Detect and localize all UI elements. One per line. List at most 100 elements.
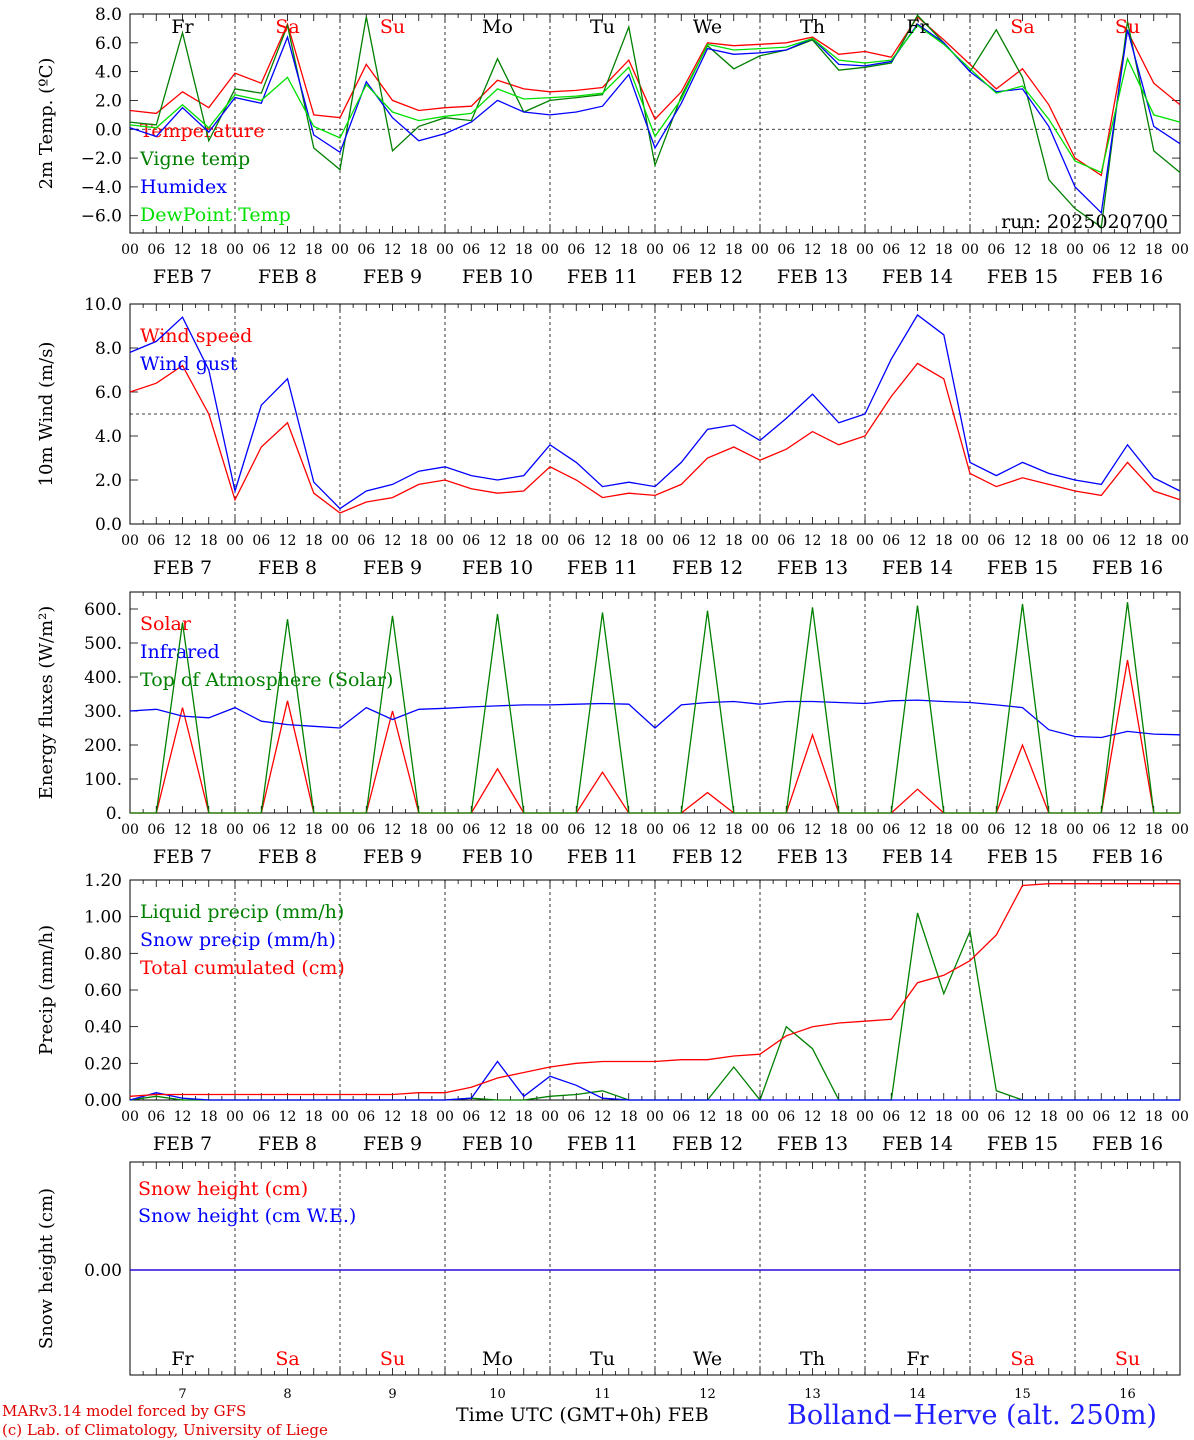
hour-label: 12 xyxy=(594,242,612,258)
day-abbr: Su xyxy=(380,16,405,38)
hour-label: 12 xyxy=(1119,822,1137,838)
date-label: FEB 13 xyxy=(777,846,848,868)
hour-label: 00 xyxy=(226,822,244,838)
legend-entry: Snow height (cm) xyxy=(138,1178,308,1200)
series-line-snow-precip-mm-h- xyxy=(129,1060,1180,1101)
hour-label: 12 xyxy=(1014,533,1032,549)
hour-label: 18 xyxy=(1145,1109,1163,1125)
hour-label: 00 xyxy=(1066,822,1084,838)
y-tick-label: 4.0 xyxy=(95,63,122,83)
legend-entry: Vigne temp xyxy=(139,148,250,170)
hour-label: 18 xyxy=(830,1109,848,1125)
date-label: FEB 15 xyxy=(987,1133,1058,1155)
hour-label: 06 xyxy=(462,1109,480,1125)
date-label: FEB 7 xyxy=(153,557,212,579)
day-abbr: Th xyxy=(800,1348,825,1370)
y-axis-label: Energy fluxes (W/m²) xyxy=(36,606,57,800)
date-label: FEB 15 xyxy=(987,266,1058,288)
hour-label: 00 xyxy=(1171,533,1189,549)
hour-label: 12 xyxy=(279,533,297,549)
hour-label: 12 xyxy=(804,533,822,549)
day-abbr: Fr xyxy=(906,1348,929,1370)
hour-label: 06 xyxy=(252,822,270,838)
date-label: FEB 16 xyxy=(1092,266,1163,288)
y-axis-label: 10m Wind (m/s) xyxy=(36,342,57,487)
hour-label: 18 xyxy=(200,822,218,838)
hour-label: 00 xyxy=(436,533,454,549)
hour-label: 12 xyxy=(384,533,402,549)
date-label: FEB 15 xyxy=(987,557,1058,579)
hour-label: 00 xyxy=(1066,533,1084,549)
legend-entry: DewPoint Temp xyxy=(140,204,291,226)
hour-label: 18 xyxy=(305,1109,323,1125)
hour-label: 06 xyxy=(462,822,480,838)
hour-label: 00 xyxy=(646,1109,664,1125)
x-axis-title: Time UTC (GMT+0h) FEB xyxy=(456,1404,709,1426)
hour-label: 00 xyxy=(436,242,454,258)
hour-label: 18 xyxy=(200,1109,218,1125)
day-number: 10 xyxy=(489,1387,506,1400)
day-abbr: Su xyxy=(1115,16,1140,38)
hour-label: 00 xyxy=(961,533,979,549)
hour-label: 06 xyxy=(882,1109,900,1125)
date-label: FEB 7 xyxy=(153,266,212,288)
hour-label: 06 xyxy=(882,242,900,258)
hour-label: 12 xyxy=(384,1109,402,1125)
hour-label: 12 xyxy=(594,533,612,549)
hour-label: 18 xyxy=(410,822,428,838)
date-label: FEB 13 xyxy=(777,1133,848,1155)
y-axis-label: Snow height (cm) xyxy=(36,1188,57,1349)
hour-label: 18 xyxy=(200,533,218,549)
y-tick-label: 300. xyxy=(84,702,122,722)
date-label: FEB 16 xyxy=(1092,1133,1163,1155)
hour-label: 00 xyxy=(1171,822,1189,838)
date-label: FEB 7 xyxy=(153,1133,212,1155)
y-tick-label: 10.0 xyxy=(84,295,122,315)
hour-label: 06 xyxy=(147,822,165,838)
hour-label: 06 xyxy=(1092,1109,1110,1125)
hour-label: 06 xyxy=(252,533,270,549)
hour-label: 00 xyxy=(1171,1109,1189,1125)
hour-label: 12 xyxy=(909,1109,927,1125)
panel-snow: 0.00 Snow height (cm) Snow height (cm) Snow… xyxy=(36,1161,1181,1402)
hour-label: 06 xyxy=(672,1109,690,1125)
hour-label: 00 xyxy=(1171,242,1189,258)
lab-credit: (c) Lab. of Climatology, University of L… xyxy=(2,1421,328,1439)
date-label: FEB 8 xyxy=(258,1133,317,1155)
hour-label: 00 xyxy=(961,242,979,258)
hour-label: 18 xyxy=(935,533,953,549)
date-label: FEB 13 xyxy=(777,557,848,579)
date-label: FEB 12 xyxy=(672,846,743,868)
hour-label: 18 xyxy=(620,533,638,549)
legend-entry: Snow height (cm W.E.) xyxy=(138,1205,356,1227)
hour-label: 06 xyxy=(672,242,690,258)
hour-label: 00 xyxy=(226,1109,244,1125)
hour-label: 12 xyxy=(279,242,297,258)
y-axis-label: 2m Temp. (ºC) xyxy=(36,58,57,190)
hour-label: 18 xyxy=(515,242,533,258)
hour-label: 06 xyxy=(462,533,480,549)
hour-label: 00 xyxy=(856,242,874,258)
y-tick-label: −4.0 xyxy=(81,178,122,198)
hour-label: 00 xyxy=(541,822,559,838)
date-label: FEB 11 xyxy=(567,1133,638,1155)
date-label: FEB 10 xyxy=(462,846,533,868)
day-number: 8 xyxy=(283,1387,291,1400)
legend-entry: Liquid precip (mm/h) xyxy=(140,901,344,923)
date-label: FEB 7 xyxy=(153,846,212,868)
hour-label: 00 xyxy=(436,1109,454,1125)
date-label: FEB 12 xyxy=(672,266,743,288)
hour-label: 18 xyxy=(305,822,323,838)
legend-entry: Humidex xyxy=(140,176,227,198)
day-abbr: Sa xyxy=(1010,1348,1034,1370)
hour-label: 12 xyxy=(489,533,507,549)
y-tick-label: 0.40 xyxy=(84,1018,122,1038)
legend-entry: Total cumulated (cm) xyxy=(140,957,345,979)
hour-label: 18 xyxy=(935,1109,953,1125)
series-line-infrared xyxy=(129,699,1181,739)
hour-label: 12 xyxy=(909,533,927,549)
day-abbr: Mo xyxy=(482,16,513,38)
hour-label: 00 xyxy=(331,822,349,838)
y-tick-label: 6.0 xyxy=(95,34,122,54)
day-number: 13 xyxy=(804,1387,821,1400)
